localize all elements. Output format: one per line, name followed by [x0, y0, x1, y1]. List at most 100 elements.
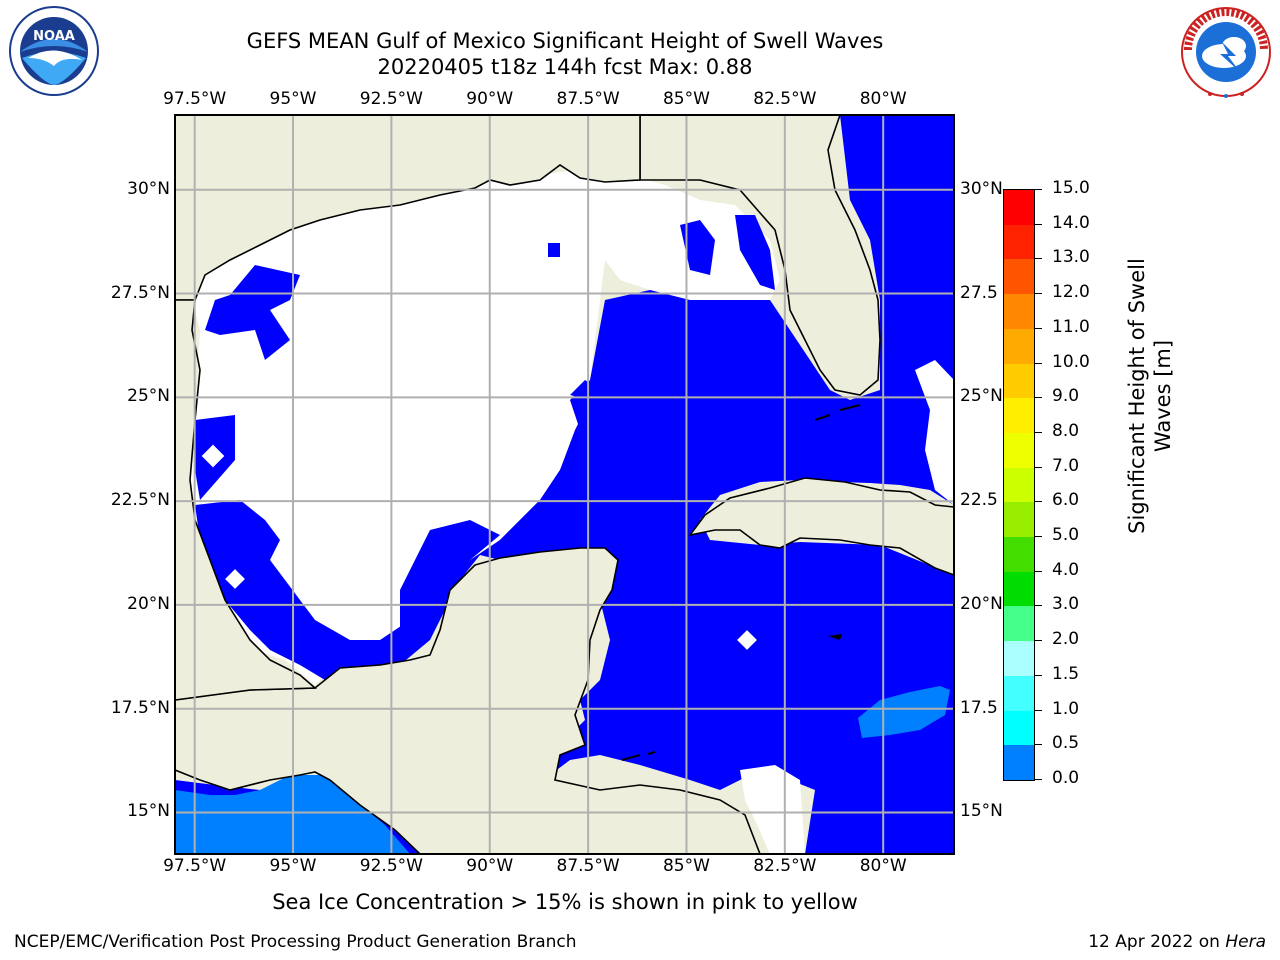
keys [814, 404, 861, 421]
lon-tick-label-bottom: 92.5°W [359, 856, 423, 876]
lat-tick-label-left: 20°N [127, 593, 170, 614]
colorbar-tick-label: 12.0 [1052, 282, 1090, 303]
footer-date-text: 12 Apr 2022 on [1088, 932, 1226, 952]
map-area [175, 115, 954, 854]
colorbar-tick-mark [1034, 293, 1042, 295]
lon-tick-label-top: 90°W [466, 89, 514, 109]
noaa-logo: NOAA [4, 6, 104, 106]
lon-tick-label-top: 92.5°W [359, 89, 423, 109]
lat-tick-label-right: 22.5 [960, 490, 998, 511]
colorbar-band [1004, 259, 1034, 295]
lat-tick-label-right: 30°N [960, 178, 1003, 199]
graticule [175, 115, 954, 854]
colorbar-tick-label: 6.0 [1052, 490, 1080, 511]
lat-tick-label-right: 15°N [960, 801, 1003, 822]
lon-tick-label-top: 85°W [662, 89, 710, 109]
northwest-gulf-swell [205, 265, 300, 360]
lon-tick-label-top: 87.5°W [556, 89, 620, 109]
colorbar-tick-label: 5.0 [1052, 525, 1080, 546]
lat-tick-label-left: 27.5°N [110, 282, 170, 303]
colorbar-band [1004, 745, 1034, 781]
sea-ice-note: Sea Ice Concentration > 15% is shown in … [272, 890, 858, 914]
colorbar-band [1004, 641, 1034, 677]
colorbar-tick-mark [1034, 223, 1042, 225]
colorbar-tick-label: 3.0 [1052, 594, 1080, 615]
colorbar-tick-mark [1034, 501, 1042, 503]
chart-subtitle: 20220405 t18z 144h fcst Max: 0.88 [377, 55, 753, 79]
lat-tick-label-left: 25°N [127, 386, 170, 407]
gulf-dot-1 [548, 243, 560, 257]
colorbar-label-line2: Waves [m] [1151, 339, 1175, 453]
lon-tick-label-bottom: 90°W [466, 856, 514, 876]
campeche-swell [400, 520, 500, 650]
colorbar-tick-mark [1034, 640, 1042, 642]
lon-tick-label-bottom: 97.5°W [163, 856, 227, 876]
colorbar-band [1004, 467, 1034, 503]
cuba [688, 477, 954, 576]
caribbean-swell-0.5-1m [858, 686, 950, 738]
mexico-gulf-coast [175, 299, 318, 701]
map-border [174, 114, 955, 855]
lon-tick-label-bottom: 95°W [269, 856, 317, 876]
east-gulf-swell [680, 220, 715, 275]
colorbar-tick-label: 8.0 [1052, 420, 1080, 441]
island-jamaica [828, 634, 842, 640]
colorbar-band [1004, 606, 1034, 642]
colorbar-tick-mark [1034, 258, 1042, 260]
colorbar-tick-label: 15.0 [1052, 178, 1090, 198]
nws-logo [1176, 6, 1276, 106]
gulf-no-data-area [190, 170, 780, 685]
colorbar-band [1004, 432, 1034, 469]
chart-title: GEFS MEAN Gulf of Mexico Significant Hei… [246, 29, 884, 53]
lon-tick-label-bottom: 87.5°W [556, 856, 620, 876]
colorbar-tick-label: 7.0 [1052, 455, 1080, 476]
us-gulf-coast [175, 115, 641, 301]
florida-no-data [915, 360, 954, 505]
footer-branch: NCEP/EMC/Verification Post Processing Pr… [14, 932, 577, 952]
colorbar-tick-mark [1034, 327, 1042, 329]
colorbar-band [1004, 363, 1034, 399]
lon-tick-label-bottom: 85°W [662, 856, 710, 876]
florida-shelf-swell [735, 215, 775, 290]
colorbar-band [1004, 224, 1034, 260]
colorbar-band [1004, 675, 1034, 712]
colorbar-band [1004, 571, 1034, 607]
colorbar-tick-label: 4.0 [1052, 559, 1080, 580]
colorbar-band [1004, 537, 1034, 573]
lat-tick-label-right: 20°N [960, 593, 1003, 614]
colorbar-tick-label: 9.0 [1052, 386, 1080, 407]
colorbar-tick-label: 2.0 [1052, 629, 1080, 650]
colorbar-tick-mark [1034, 605, 1042, 607]
colorbar-tick-mark [1034, 779, 1042, 780]
lon-tick-label-bottom: 80°W [859, 856, 907, 876]
colorbar-tick-label: 13.0 [1052, 247, 1090, 268]
lat-tick-label-left: 30°N [127, 178, 170, 199]
colorbar-band [1004, 190, 1034, 226]
lat-tick-label-right: 25°N [960, 386, 1003, 407]
lat-tick-label-right: 17.5 [960, 697, 998, 718]
carib-dot [737, 630, 757, 650]
colorbar-tick-label: 0.0 [1052, 768, 1080, 788]
caribbean-water [480, 115, 954, 854]
footer-system: Hera [1225, 932, 1266, 952]
colorbar-tick-mark [1034, 674, 1042, 676]
colorbar-tick-mark [1034, 744, 1042, 746]
noaa-logo-text: NOAA [33, 29, 75, 44]
lat-tick-label-left: 22.5°N [110, 490, 170, 511]
colorbar-tick-mark [1034, 570, 1042, 572]
island-bay [621, 751, 656, 761]
lat-tick-label-right: 27.5 [960, 282, 998, 303]
colorbar-tick-mark [1034, 362, 1042, 364]
colorbar-tick-label: 0.5 [1052, 733, 1080, 754]
honduras-no-data [740, 765, 805, 854]
colorbar-tick-mark [1034, 397, 1042, 399]
colorbar-label-line1: Significant Height of Swell [1125, 258, 1149, 534]
colorbar-tick-mark [1034, 189, 1042, 190]
lat-tick-label-left: 17.5°N [110, 697, 170, 718]
lon-tick-label-top: 97.5°W [163, 89, 227, 109]
colorbar-band [1004, 710, 1034, 746]
colorbar-tick-label: 11.0 [1052, 316, 1090, 337]
colorbar-tick-label: 1.5 [1052, 663, 1080, 684]
lon-tick-label-top: 82.5°W [753, 89, 817, 109]
colorbar-tick-label: 10.0 [1052, 351, 1090, 372]
